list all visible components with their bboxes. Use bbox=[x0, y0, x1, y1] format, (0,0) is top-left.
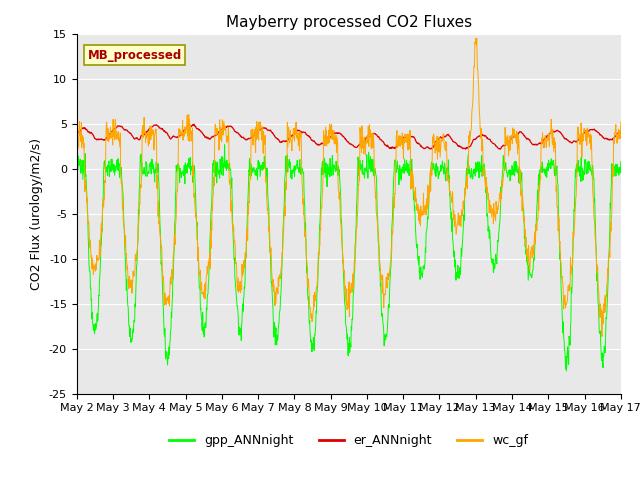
gpp_ANNnight bbox=[505, 168, 513, 173]
wc_gf bbox=[73, 144, 81, 150]
Y-axis label: CO2 Flux (urology/m2/s): CO2 Flux (urology/m2/s) bbox=[30, 138, 44, 289]
gpp_ANNnight bbox=[617, 159, 625, 165]
gpp_ANNnight bbox=[73, 167, 81, 173]
gpp_ANNnight bbox=[563, 368, 570, 374]
gpp_ANNnight bbox=[221, 142, 228, 147]
gpp_ANNnight bbox=[255, 166, 263, 172]
wc_gf bbox=[472, 36, 480, 41]
wc_gf bbox=[255, 137, 262, 143]
wc_gf bbox=[598, 334, 605, 339]
er_ANNnight bbox=[195, 126, 202, 132]
er_ANNnight bbox=[434, 137, 442, 143]
gpp_ANNnight bbox=[434, 169, 442, 175]
er_ANNnight bbox=[553, 128, 561, 133]
er_ANNnight bbox=[255, 127, 263, 133]
wc_gf bbox=[505, 153, 513, 159]
wc_gf bbox=[617, 120, 625, 125]
er_ANNnight bbox=[617, 129, 625, 135]
Title: Mayberry processed CO2 Fluxes: Mayberry processed CO2 Fluxes bbox=[226, 15, 472, 30]
wc_gf bbox=[433, 133, 441, 139]
er_ANNnight bbox=[190, 121, 198, 127]
Line: wc_gf: wc_gf bbox=[77, 38, 621, 336]
gpp_ANNnight bbox=[194, 249, 202, 255]
er_ANNnight bbox=[180, 127, 188, 133]
Line: gpp_ANNnight: gpp_ANNnight bbox=[77, 144, 621, 371]
wc_gf bbox=[194, 258, 202, 264]
er_ANNnight bbox=[461, 146, 469, 152]
wc_gf bbox=[553, 182, 561, 188]
er_ANNnight bbox=[73, 129, 81, 135]
Legend: gpp_ANNnight, er_ANNnight, wc_gf: gpp_ANNnight, er_ANNnight, wc_gf bbox=[164, 429, 533, 452]
Text: MB_processed: MB_processed bbox=[88, 49, 182, 62]
gpp_ANNnight bbox=[180, 173, 188, 179]
Line: er_ANNnight: er_ANNnight bbox=[77, 124, 621, 149]
wc_gf bbox=[180, 132, 188, 137]
er_ANNnight bbox=[505, 138, 513, 144]
gpp_ANNnight bbox=[553, 168, 561, 173]
